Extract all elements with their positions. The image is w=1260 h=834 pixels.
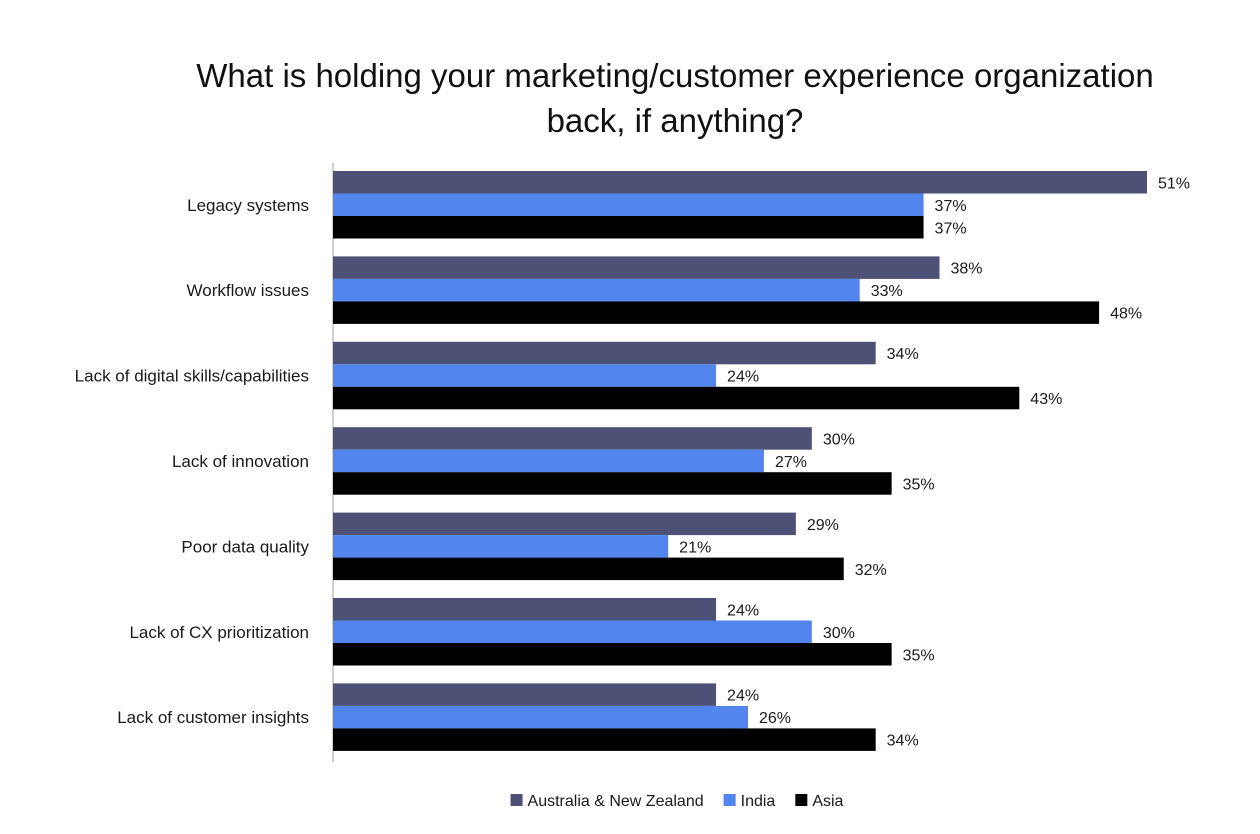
data-label: 37% xyxy=(935,220,967,237)
bar xyxy=(333,512,796,536)
legend-swatch xyxy=(795,794,808,806)
data-label: 35% xyxy=(903,476,935,493)
bar xyxy=(333,728,876,751)
data-label: 32% xyxy=(855,562,887,579)
bar xyxy=(333,472,892,495)
data-label: 26% xyxy=(759,710,791,727)
bar xyxy=(333,598,717,621)
bar xyxy=(333,278,860,302)
legend-label: Asia xyxy=(812,793,843,810)
chart-legend: Australia & New Zealand India Asia xyxy=(510,793,844,810)
data-label: 51% xyxy=(1158,175,1190,192)
data-label: 43% xyxy=(1030,391,1062,408)
legend-label: India xyxy=(741,793,776,810)
bar xyxy=(333,427,812,450)
bar xyxy=(333,449,764,473)
data-label: 34% xyxy=(887,733,919,750)
category-label: Lack of customer insights xyxy=(117,708,309,727)
bar xyxy=(333,341,876,365)
category-labels: Legacy systems Workflow issues Lack of dig… xyxy=(75,196,310,727)
legend-swatch xyxy=(510,794,523,806)
bar xyxy=(333,535,669,558)
bar xyxy=(333,256,940,279)
data-label: 27% xyxy=(775,454,807,471)
data-label: 21% xyxy=(679,539,711,556)
data-label: 30% xyxy=(823,625,855,642)
bar xyxy=(333,557,844,581)
data-label: 35% xyxy=(903,647,935,664)
bar xyxy=(333,705,748,729)
data-label: 29% xyxy=(807,517,839,534)
data-label: 30% xyxy=(823,431,855,448)
chart-title-line: back, if anything? xyxy=(547,102,804,139)
data-label: 34% xyxy=(887,346,919,363)
category-label: Lack of innovation xyxy=(172,452,309,471)
bar xyxy=(333,193,924,216)
legend-label: Australia & New Zealand xyxy=(528,793,704,810)
chart-title: What is holding your marketing/customer … xyxy=(196,57,1153,139)
chart-bars xyxy=(333,171,1147,751)
data-label: 33% xyxy=(871,283,903,300)
category-label: Poor data quality xyxy=(181,537,309,556)
legend-swatch xyxy=(723,794,736,806)
bar xyxy=(333,386,1020,410)
category-label: Lack of CX prioritization xyxy=(129,623,309,642)
data-label: 24% xyxy=(727,688,759,705)
data-label: 38% xyxy=(951,261,983,278)
chart-title-line: What is holding your marketing/customer … xyxy=(196,57,1153,94)
bar xyxy=(333,364,717,387)
data-label: 37% xyxy=(935,198,967,215)
bar xyxy=(333,171,1147,194)
category-label: Workflow issues xyxy=(187,281,310,300)
category-label: Lack of digital skills/capabilities xyxy=(75,367,309,386)
bar xyxy=(333,301,1100,324)
bar xyxy=(333,643,892,666)
category-label: Legacy systems xyxy=(187,196,309,215)
data-label: 24% xyxy=(727,369,759,386)
data-labels: 51% 37% 37% 38% 33% 48% 34% 24% 43% 30% 27% 35% 29% 2… xyxy=(679,175,1190,749)
bar xyxy=(333,683,717,706)
bar xyxy=(333,216,924,239)
data-label: 24% xyxy=(727,602,759,619)
data-label: 48% xyxy=(1110,306,1142,323)
bar xyxy=(333,620,812,643)
